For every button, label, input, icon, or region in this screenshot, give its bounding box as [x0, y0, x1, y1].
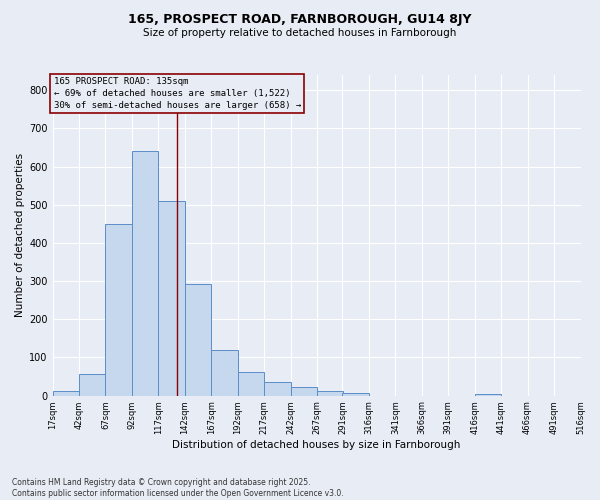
Text: 165, PROSPECT ROAD, FARNBOROUGH, GU14 8JY: 165, PROSPECT ROAD, FARNBOROUGH, GU14 8J… [128, 12, 472, 26]
Bar [264, 382, 290, 396]
X-axis label: Distribution of detached houses by size in Farnborough: Distribution of detached houses by size … [172, 440, 461, 450]
Bar [158, 201, 185, 396]
Bar [185, 284, 211, 396]
Text: Contains HM Land Registry data © Crown copyright and database right 2025.
Contai: Contains HM Land Registry data © Crown c… [12, 478, 344, 498]
Bar [106, 224, 132, 396]
Bar [343, 393, 369, 396]
Bar [79, 374, 106, 396]
Bar [238, 372, 264, 396]
Bar [290, 387, 317, 396]
Y-axis label: Number of detached properties: Number of detached properties [15, 153, 25, 318]
Text: 165 PROSPECT ROAD: 135sqm
← 69% of detached houses are smaller (1,522)
30% of se: 165 PROSPECT ROAD: 135sqm ← 69% of detac… [53, 77, 301, 110]
Text: Size of property relative to detached houses in Farnborough: Size of property relative to detached ho… [143, 28, 457, 38]
Bar [211, 350, 238, 396]
Bar [475, 394, 501, 396]
Bar [132, 152, 158, 396]
Bar [53, 390, 79, 396]
Bar [317, 391, 343, 396]
